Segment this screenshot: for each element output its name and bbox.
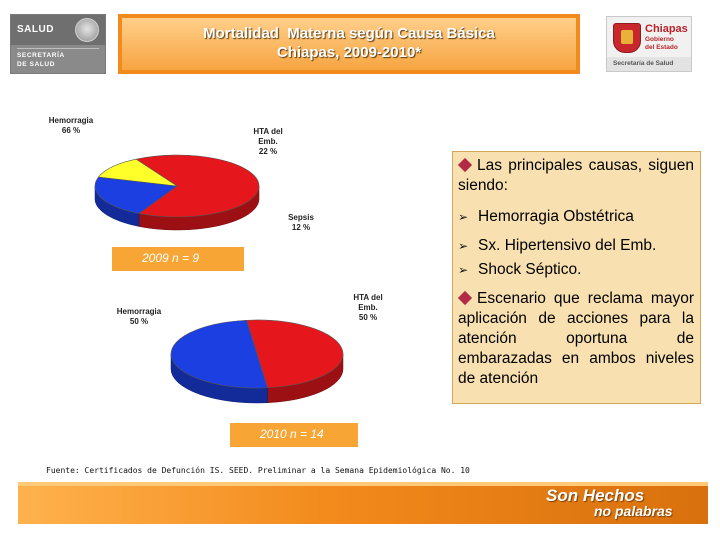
cause-item: ➢ Sx. Hipertensivo del Emb.	[458, 237, 657, 254]
arrow-bullet-icon: ➢	[458, 210, 469, 224]
footer-bar	[18, 482, 708, 524]
year-caption-2009: 2009 n = 9	[112, 247, 244, 271]
pie-slice-hemorragia	[135, 154, 260, 218]
note-paragraph: Escenario que reclama mayor aplicación d…	[457, 290, 694, 387]
mexico-crest-icon	[75, 18, 99, 42]
source-note: Fuente: Certificados de Defunción IS. SE…	[46, 466, 470, 475]
pie-slice-sepsis	[97, 158, 178, 187]
slogan-line-1: Son Hechos	[546, 486, 645, 505]
gobierno-del-estado-text: Gobierno del Estado	[645, 36, 678, 51]
cause-item: ➢ Hemorragia Obstétrica	[458, 208, 634, 225]
intro-paragraph: Las principales causas, siguen siendo:	[457, 157, 694, 194]
page-title: Mortalidad Materna según Causa Básica Ch…	[203, 25, 495, 61]
pie-slice-hemorragia	[246, 319, 344, 389]
cause-item: ➢ Shock Séptico.	[458, 261, 582, 278]
pie-slice-hta-del-emb-	[170, 319, 268, 389]
pie-2010-label-hta: HTA del Emb. 50 %	[353, 293, 383, 322]
pie-slice-hta-del-emb-	[94, 176, 178, 214]
chiapas-logo: Chiapas Gobierno del Estado Secretaría d…	[606, 16, 692, 72]
diamond-bullet-icon	[457, 291, 473, 306]
arrow-bullet-icon: ➢	[458, 239, 469, 253]
findings-textbox: Las principales causas, siguen siendo: ➢…	[452, 151, 701, 404]
title-banner: Mortalidad Materna según Causa Básica Ch…	[118, 14, 580, 74]
slogan-line-2: no palabras	[594, 503, 673, 519]
salud-logo: SALUD SECRETARÍA DE SALUD	[10, 14, 106, 74]
pie-2009-label-hta: HTA del Emb. 22 %	[253, 127, 283, 156]
chiapas-shield-icon	[613, 23, 641, 53]
pie-chart-2010	[170, 319, 344, 404]
department-text: Secretaría de Salud	[607, 57, 691, 71]
salud-brand-text: SALUD	[17, 24, 54, 35]
chiapas-name: Chiapas	[645, 23, 688, 35]
arrow-bullet-icon: ➢	[458, 263, 469, 277]
diamond-bullet-icon	[457, 158, 473, 173]
year-caption-2010: 2010 n = 14	[230, 423, 358, 447]
secretaria-de-salud-text: SECRETARÍA DE SALUD	[17, 52, 65, 68]
pie-2009-label-hemorragia: Hemorragia 66 %	[48, 116, 94, 135]
pie-2010-label-hemorragia: Hemorragia 50 %	[116, 307, 162, 326]
pie-chart-2009	[94, 154, 260, 231]
pie-2009-label-sepsis: Sepsis 12 %	[288, 213, 314, 232]
